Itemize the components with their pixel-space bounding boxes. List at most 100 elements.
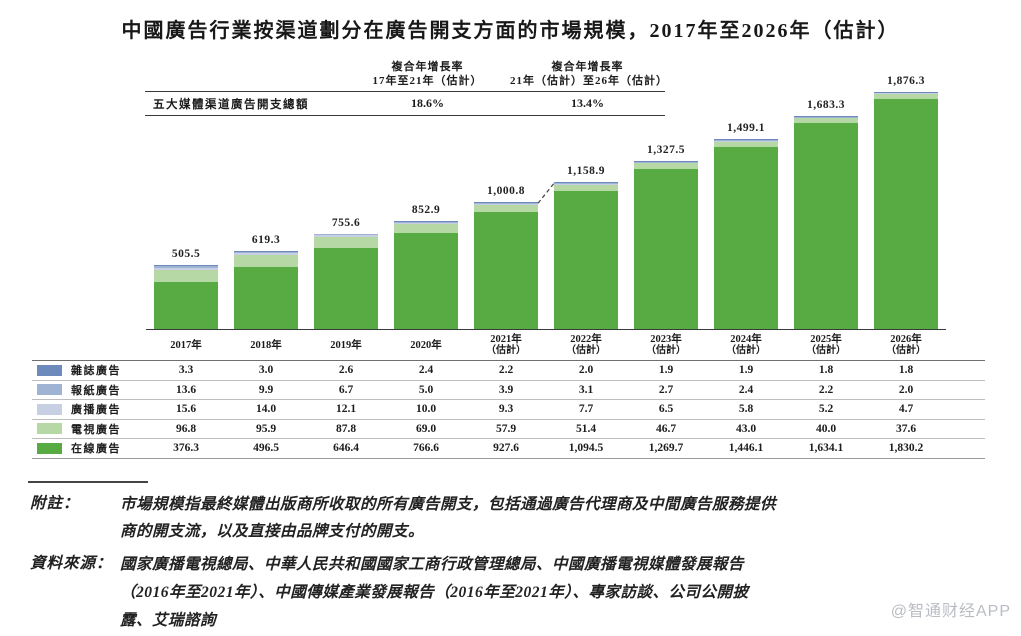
year-label: 2020年 [410,339,442,351]
year-estimate-label: （估計） [806,345,846,356]
cagr-table-row: 五大媒體渠道廣告開支總額 18.6% 13.4% [145,92,665,115]
cagr-col1-line1: 複合年增長率 [391,61,464,73]
bar-slot-2025年: 1,683.3 [786,89,866,329]
bar-segment-在線廣告 [474,212,538,329]
value-cell: 69.0 [415,422,437,435]
value-cell: 4.7 [898,403,914,416]
year-label: 2017年 [170,339,202,351]
value-cell: 2.4 [738,383,754,396]
value-cell: 6.5 [658,403,674,416]
bar-segment-雜誌廣告 [474,202,538,204]
note-divider [28,481,148,483]
cagr-col2-line1: 複合年增長率 [551,61,624,73]
cagr-table-body: 五大媒體渠道廣告開支總額 18.6% 13.4% [145,91,665,116]
bar-value-label: 755.6 [331,216,361,229]
bar-value-label: 852.9 [411,204,441,217]
spend-data-table: 2017年 2018年 2019年 2020年 2021年 （估計） 2022年 （估計） 20… [32,331,985,459]
bar-segment-報紙廣告 [154,265,218,268]
cagr-header-spacer [145,60,345,88]
series-row-報紙廣告: 報紙廣告 13.6 9.9 6.7 5.0 3.9 3.1 2.7 2.4 2.2 2.0 [32,381,985,400]
value-cell: 3.9 [498,383,514,396]
bar-segment-報紙廣告 [474,203,538,204]
bar-segment-在線廣告 [874,98,938,329]
value-cell: 496.5 [253,442,279,455]
bar-segment-電視廣告 [234,254,298,267]
bar-segment-廣播廣告 [794,117,858,119]
series-row-雜誌廣告: 雜誌廣告 3.3 3.0 2.6 2.4 2.2 2.0 1.9 1.9 1.8 1.8 [32,361,985,381]
cagr-col1-line2: 17年至21年（估計） [372,75,483,87]
value-cell: 40.0 [815,422,837,435]
bar-segment-在線廣告 [634,169,698,329]
value-cell: 95.9 [255,422,277,435]
value-cell: 1,830.2 [888,442,924,455]
bar-segment-報紙廣告 [554,183,618,184]
footnote-block: 附註： 市場規模指最終媒體出版商所收取的所有廣告開支，包括通過廣告代理商及中間廣… [30,491,992,545]
cagr-value-17-21: 18.6% [411,96,444,110]
value-cell: 2.2 [818,383,834,396]
year-header-cell: 2024年 （估計） [706,334,786,356]
bar-segment-報紙廣告 [794,116,858,118]
bar-value-label: 1,683.3 [807,99,845,112]
year-header-cell: 2022年 （估計） [546,334,626,356]
value-cell: 12.1 [335,403,357,416]
year-header-row: 2017年 2018年 2019年 2020年 2021年 （估計） 2022年 （估計） 20… [32,331,985,361]
year-header-cell: 2020年 [386,340,466,351]
bar-segment-報紙廣告 [874,92,938,94]
value-cell: 6.7 [338,383,354,396]
bar-value-label: 619.3 [251,233,281,246]
year-header-cell: 2023年 （估計） [626,334,706,356]
bar-segment-在線廣告 [714,147,778,329]
value-cell: 15.6 [175,403,197,416]
series-swatch [37,364,62,376]
bar-segment-廣播廣告 [634,162,698,164]
bar-value-label: 1,327.5 [647,144,685,157]
series-row-廣播廣告: 廣播廣告 15.6 14.0 12.1 10.0 9.3 7.7 6.5 5.8 5.2 4.7 [32,400,985,420]
value-cell: 2.4 [418,364,434,377]
cagr-value-21-26: 13.4% [571,96,604,110]
watermark: @智通财经APP [890,603,1011,620]
bar-segment-在線廣告 [394,232,458,329]
value-cell: 1,269.7 [648,442,684,455]
bar-slot-2021年: 1,000.8 [466,89,546,329]
value-cell: 13.6 [175,383,197,396]
series-label: 在線廣告 [71,443,121,456]
bar-segment-雜誌廣告 [714,139,778,141]
value-cell: 3.0 [258,364,274,377]
bar-segment-廣播廣告 [554,183,618,185]
bar-segment-廣播廣告 [314,235,378,237]
bar-segment-電視廣告 [634,163,698,170]
bar-segment-電視廣告 [394,223,458,233]
bar-slot-2024年: 1,499.1 [706,89,786,329]
bar-segment-廣播廣告 [234,252,298,255]
bar-segment-廣播廣告 [714,140,778,142]
year-estimate-label: （估計） [566,345,606,356]
bar-segment-電視廣告 [874,94,938,99]
year-header-cell: 2017年 [146,340,226,351]
source-block: 資料來源： 國家廣播電視總局、中華人民共和國國家工商行政管理總局、中國廣播電視媒… [30,551,992,635]
bar-segment-在線廣告 [154,281,218,329]
series-swatch [37,442,62,454]
bar-segment-在線廣告 [314,247,378,329]
value-cell: 7.7 [578,403,594,416]
value-cell: 2.6 [338,364,354,377]
source-line-2: （2016年至2021年）、中國傳媒產業發展報告（2016年至2021年）、專家… [120,584,749,601]
value-cell: 14.0 [255,403,277,416]
bar-segment-電視廣告 [154,269,218,282]
year-label: 2024年 [730,334,762,345]
footnote-text: 市場規模指最終媒體出版商所收取的所有廣告開支，包括通過廣告代理商及中間廣告服務提… [120,491,776,545]
value-cell: 2.0 [578,364,594,377]
value-cell: 1.9 [658,364,674,377]
value-cell: 5.2 [818,403,834,416]
cagr-row-label: 五大媒體渠道廣告開支總額 [153,98,309,111]
source-label: 資料來源： [30,555,113,572]
value-cell: 2.7 [658,383,674,396]
bar-segment-報紙廣告 [314,234,378,236]
bar-segment-雜誌廣告 [874,91,938,93]
series-swatch [37,403,62,415]
series-label-cell: 在線廣告 [32,440,146,456]
year-label: 2023年 [650,334,682,345]
value-cell: 51.4 [575,422,597,435]
bar-segment-電視廣告 [714,141,778,148]
value-cell: 5.8 [738,403,754,416]
